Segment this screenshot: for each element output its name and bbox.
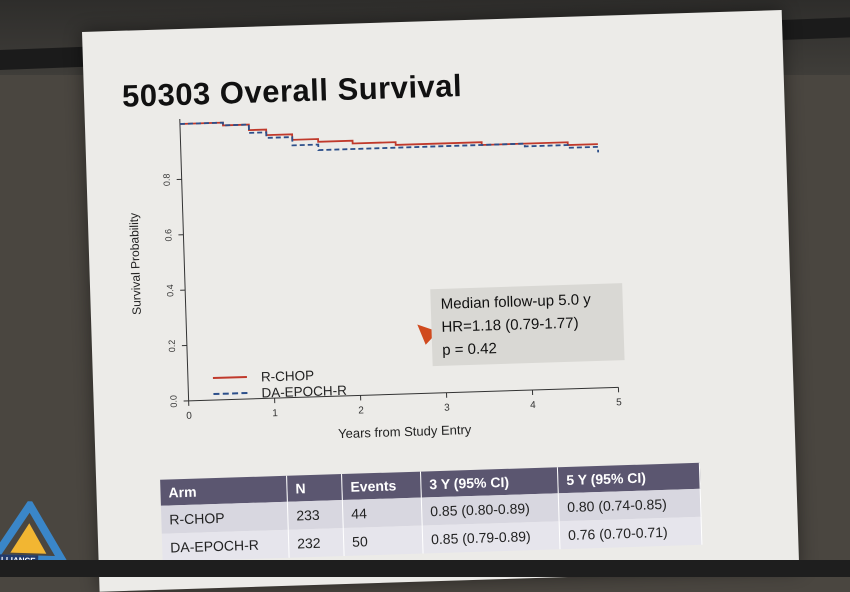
x-tick-label: 5 [616,397,622,408]
x-tick-label: 1 [272,408,278,419]
triangle-logo-icon [0,500,70,562]
foreground-shadow [0,560,850,577]
y-tick-label: 0.4 [165,284,175,297]
table-cell: 0.80 (0.74-0.85) [558,489,701,521]
series-line-r-chop [180,111,598,157]
table-cell: DA-EPOCH-R [162,530,289,562]
table-cell: 44 [342,498,422,528]
legend-line-solid-icon [213,376,247,379]
table-cell: 0.85 (0.79-0.89) [422,521,560,553]
table-cell: 0.85 (0.80-0.89) [421,493,559,525]
table-cell: 0.76 (0.70-0.71) [559,517,702,549]
legend-label: DA-EPOCH-R [261,382,347,400]
table-cell: R-CHOP [161,502,288,534]
y-tick-label: 0.6 [163,229,173,242]
column-header: Events [342,472,422,500]
table-cell: 233 [287,500,343,530]
survival-chart: 0 1 2 3 4 5 0.0 0.2 0.4 0.6 0.8 Years from Study En… [82,10,796,492]
y-tick-label: 0.2 [167,340,177,353]
column-header: Arm [160,476,287,506]
chart-legend: R-CHOP DA-EPOCH-R [213,366,347,402]
y-axis-label: Survival Probability [127,213,144,315]
y-axis-line [180,119,189,401]
table-cell: 232 [288,528,344,558]
p-value-text: p = 0.42 [442,333,625,362]
y-tick-label: 0.0 [168,395,178,408]
legend-label: R-CHOP [261,367,315,384]
series-line-da-epoch-r [180,111,598,166]
stats-annotation: Median follow-up 5.0 y HR=1.18 (0.79-1.7… [430,283,624,366]
survival-table: Arm N Events 3 Y (95% CI) 5 Y (95% CI) R… [160,463,702,562]
legend-line-dashed-icon [213,392,247,395]
x-tick-label: 4 [530,400,536,411]
y-tick-label: 0.8 [161,173,171,186]
table-cell: 50 [343,526,423,556]
x-tick-label: 2 [358,405,364,416]
x-tick-label: 0 [186,411,192,422]
column-header: N [287,474,343,502]
x-tick-label: 3 [444,403,450,414]
x-axis-label: Years from Study Entry [338,422,472,441]
